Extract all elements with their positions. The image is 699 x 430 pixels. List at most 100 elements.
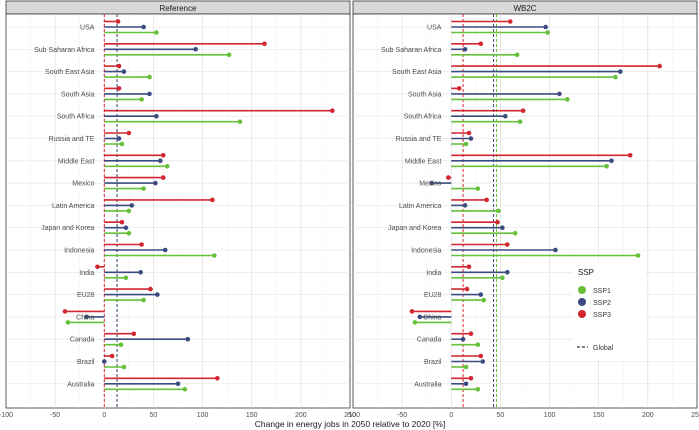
lollipop-dot <box>429 180 434 186</box>
lollipop-dot <box>123 225 129 230</box>
lollipop-dot <box>463 141 469 147</box>
legend-title: SSP <box>578 268 594 277</box>
panel-title: Reference <box>160 4 197 13</box>
lollipop-dot <box>463 364 469 370</box>
x-tick-labels: -100 -50 0 50 100 150 200 250 <box>0 412 356 419</box>
lollipop-dot <box>496 208 501 214</box>
lollipop-dot <box>481 297 487 303</box>
lollipop-dot <box>330 108 335 113</box>
lollipop-dot <box>154 30 159 35</box>
lollipop-dot <box>139 97 144 102</box>
lollipop-dot <box>162 247 168 253</box>
category-label: Middle East <box>58 158 95 165</box>
lollipop-dot <box>175 381 181 387</box>
x-tick-label: -50 <box>397 412 407 419</box>
x-tick-label: 50 <box>150 412 158 419</box>
x-tick-label: 100 <box>544 412 556 419</box>
lollipop-dot <box>613 74 618 80</box>
lollipop-dot <box>412 320 418 325</box>
category-label: Latin America <box>399 203 442 210</box>
lollipop-marks <box>62 19 335 392</box>
x-tick-label: 250 <box>344 412 356 419</box>
legend-label-ssp3: SSP3 <box>593 312 611 319</box>
lollipop-dot <box>475 186 481 191</box>
category-label: Canada <box>417 337 442 344</box>
legend-label-ssp1: SSP1 <box>593 288 611 295</box>
lollipop-dot <box>478 353 484 359</box>
lollipop-dot <box>141 24 146 30</box>
lollipop-dot <box>543 24 548 30</box>
lollipop-dot <box>141 186 146 191</box>
category-label: Australia <box>67 381 94 388</box>
lollipop-marks <box>409 19 662 392</box>
lollipop-dot <box>131 331 137 337</box>
category-label: Sub Saharan Africa <box>34 47 94 54</box>
category-label: Russia and TE <box>49 136 95 143</box>
lollipop-dot <box>468 136 474 141</box>
x-tick-label: 150 <box>593 412 605 419</box>
legend: SSP SSP1 SSP2 SSP3 Global <box>573 262 645 360</box>
category-label: Japan and Korea <box>388 225 441 232</box>
category-label: South Africa <box>57 114 95 121</box>
category-labels: USA Sub Saharan Africa South East Asia Sout… <box>34 25 95 389</box>
category-label: Middle East <box>405 158 442 165</box>
category-label: EU28 <box>424 292 442 299</box>
lollipop-dot <box>147 74 152 80</box>
lollipop-dot <box>514 52 520 58</box>
category-label: South Asia <box>61 91 95 98</box>
legend-label-ssp2: SSP2 <box>593 300 611 307</box>
category-label: Brazil <box>424 359 442 366</box>
lollipop-dot <box>154 113 159 119</box>
lollipop-dot <box>409 309 415 314</box>
x-tick-label: 250 <box>691 412 699 419</box>
lollipop-dot <box>417 314 423 320</box>
lollipop-dot <box>121 69 127 74</box>
lollipop-dot <box>147 91 152 97</box>
x-tick-label: -50 <box>50 412 60 419</box>
lollipop-dot <box>123 275 129 281</box>
lollipop-dot <box>148 286 153 292</box>
category-label: Latin America <box>52 203 95 210</box>
lollipop-dot <box>84 314 89 320</box>
lollipop-dot <box>138 270 143 275</box>
category-label: Indonesia <box>64 248 94 255</box>
lollipop-dot <box>215 376 220 381</box>
legend-item-global: Global <box>577 345 614 352</box>
lollipop-dot <box>500 225 505 230</box>
lollipop-dot <box>446 175 451 180</box>
lollipop-dot <box>193 47 198 52</box>
category-label: Mexico <box>72 181 94 188</box>
category-label: India <box>79 270 94 277</box>
lollipop-dot <box>503 113 508 119</box>
lollipop-dot <box>478 292 484 297</box>
lollipop-dot <box>126 130 132 136</box>
category-label: South Asia <box>408 91 442 98</box>
lollipop-dot <box>62 309 68 314</box>
lollipop-dot <box>65 320 71 325</box>
category-label: Brazil <box>77 359 95 366</box>
lollipop-dot <box>119 219 125 225</box>
x-tick-label: 100 <box>197 412 209 419</box>
lollipop-dot <box>553 247 558 253</box>
category-label: Mexico <box>419 181 441 188</box>
lollipop-dot <box>462 203 468 208</box>
lollipop-dot <box>609 158 614 164</box>
lollipop-dot <box>456 86 462 91</box>
lollipop-dot <box>557 91 562 97</box>
lollipop-dot <box>657 63 662 69</box>
lollipop-dot <box>517 119 523 124</box>
lollipop-dot <box>512 230 518 236</box>
lollipop-dot <box>564 97 570 102</box>
lollipop-dot <box>119 141 125 147</box>
lollipop-dot <box>139 242 144 247</box>
lollipop-dot <box>484 197 489 203</box>
lollipop-dot <box>237 119 243 124</box>
lollipop-dot <box>480 359 486 364</box>
lollipop-dot <box>545 30 550 35</box>
lollipop-dot <box>468 376 474 381</box>
panel-reference: Reference USA Sub Saharan Africa South Eas… <box>0 0 356 419</box>
lollipop-dot <box>464 286 470 292</box>
lollipop-dot <box>262 41 267 47</box>
lollipop-dot <box>463 381 469 387</box>
lollipop-dot <box>141 297 146 303</box>
